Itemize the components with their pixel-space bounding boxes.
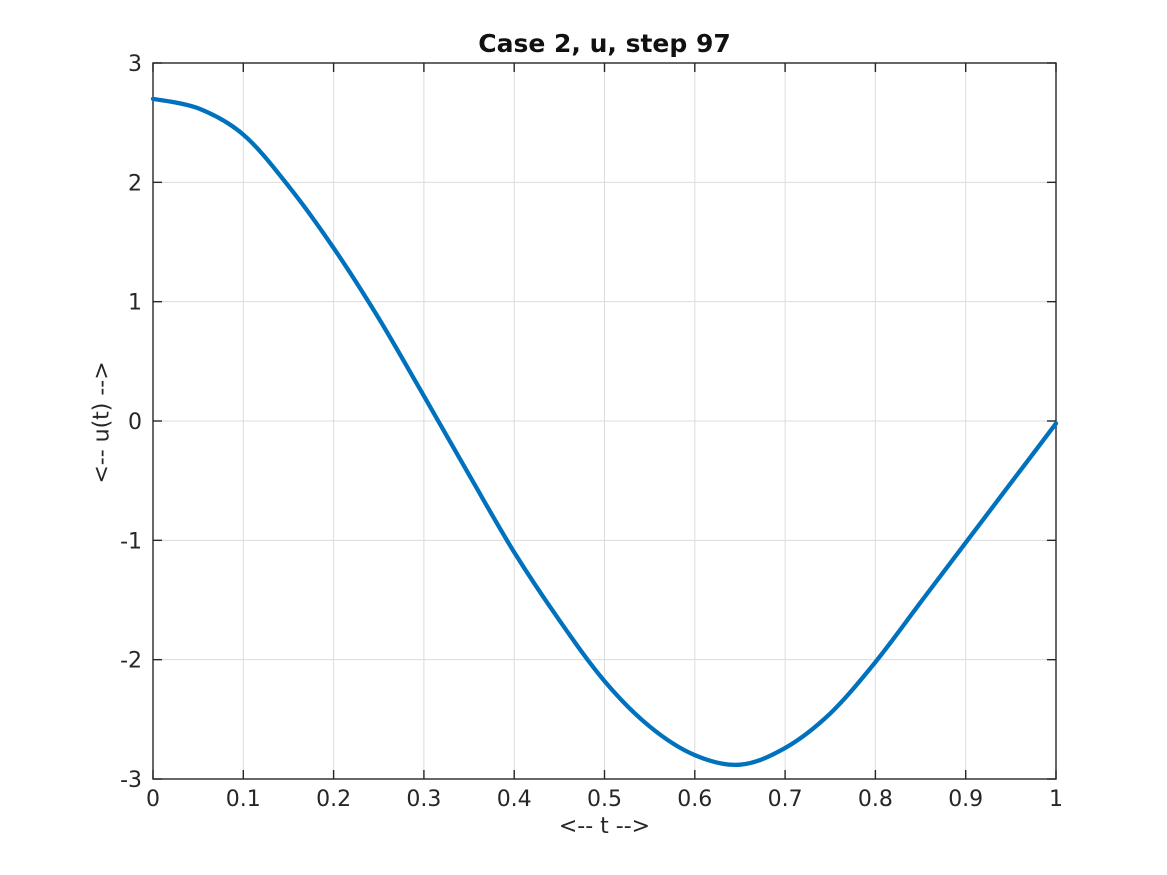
x-tick-label: 0.4 bbox=[497, 787, 532, 812]
y-tick-label: 0 bbox=[128, 410, 142, 435]
chart-title: Case 2, u, step 97 bbox=[478, 29, 731, 58]
x-tick-label: 0.1 bbox=[226, 787, 261, 812]
x-tick-label: 0.8 bbox=[858, 787, 893, 812]
axis-ticks bbox=[152, 62, 1057, 780]
y-tick-labels: -3 -2 -1 0 1 2 3 bbox=[120, 52, 142, 793]
y-tick-label: 3 bbox=[128, 52, 142, 77]
y-tick-label: 2 bbox=[128, 171, 142, 196]
y-tick-label: -3 bbox=[120, 768, 142, 793]
x-tick-label: 0.6 bbox=[677, 787, 712, 812]
x-tick-labels: 0 0.1 0.2 0.3 0.4 0.5 0.6 0.7 0.8 0.9 1 bbox=[146, 787, 1063, 812]
series-u-line bbox=[150, 96, 1059, 768]
x-tick-label: 0.3 bbox=[406, 787, 441, 812]
grid bbox=[153, 63, 1056, 779]
y-tick-label: -1 bbox=[120, 529, 142, 554]
y-tick-label: 1 bbox=[128, 291, 142, 316]
x-tick-label: 0.5 bbox=[587, 787, 622, 812]
x-tick-label: 0.2 bbox=[316, 787, 351, 812]
x-tick-label: 1 bbox=[1049, 787, 1063, 812]
y-tick-label: -2 bbox=[120, 649, 142, 674]
x-tick-label: 0.9 bbox=[948, 787, 983, 812]
x-axis-label: <-- t --> bbox=[558, 814, 651, 839]
x-tick-label: 0.7 bbox=[768, 787, 803, 812]
y-axis-label: <-- u(t) --> bbox=[89, 361, 115, 484]
x-tick-label: 0 bbox=[146, 787, 160, 812]
